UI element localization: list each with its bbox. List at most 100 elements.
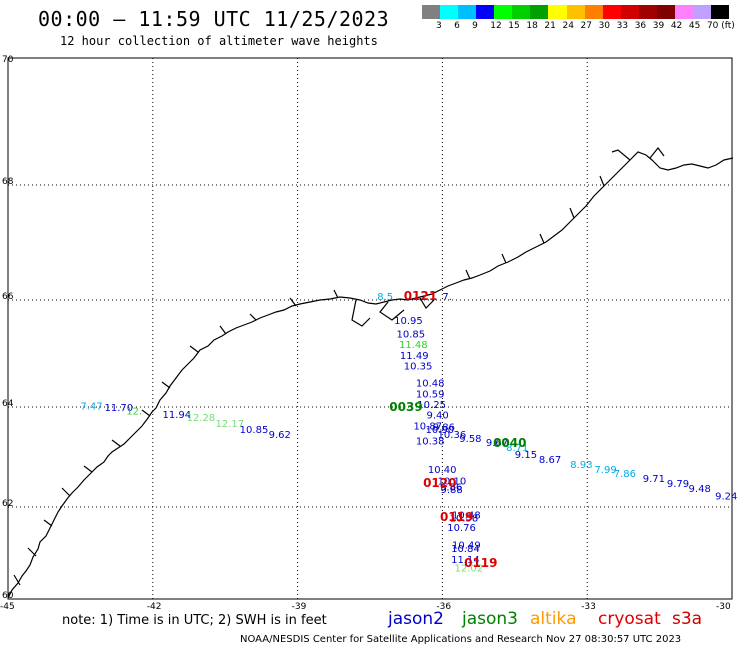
pass-time-label: 0121 bbox=[404, 289, 437, 303]
wave-height-value: 7.47 bbox=[80, 402, 102, 413]
wave-height-value: 9.79 bbox=[667, 479, 689, 490]
pass-time-label: 0040 bbox=[493, 436, 526, 450]
wave-height-value: 12.28 bbox=[187, 413, 216, 424]
color-scale-label: 6 bbox=[454, 21, 460, 31]
longitude-label: -36 bbox=[436, 602, 451, 612]
wave-height-value: 10.48 bbox=[416, 379, 445, 390]
pass-time-label: 0119 bbox=[440, 510, 473, 524]
wave-height-value: 10.87 bbox=[413, 422, 442, 433]
credit-line: NOAA/NESDIS Center for Satellite Applica… bbox=[240, 634, 682, 645]
page-subtitle: 12 hour collection of altimeter wave hei… bbox=[60, 34, 378, 48]
color-swatch bbox=[422, 5, 441, 19]
color-swatch bbox=[584, 5, 603, 19]
longitude-label: -42 bbox=[147, 602, 162, 612]
wave-height-value: 8.5 bbox=[377, 292, 393, 303]
color-swatch bbox=[674, 5, 693, 19]
color-scale-label: 39 bbox=[652, 21, 665, 31]
wave-height-value: 12. bbox=[126, 407, 142, 418]
latitude-label: 68 bbox=[2, 177, 14, 187]
map-frame bbox=[7, 57, 733, 600]
wave-height-value: 10.35 bbox=[404, 362, 433, 373]
wave-height-value: 10.25 bbox=[417, 400, 446, 411]
wave-height-value: 10.85 bbox=[397, 329, 426, 340]
wave-height-value: 12.17 bbox=[216, 419, 245, 430]
axis-tick-labels: 70 68 66 64 62 60-45 -42 -39 -36 -33 -30 bbox=[0, 55, 731, 612]
wave-height-value: 10.90 bbox=[426, 425, 455, 436]
wave-height-value: 9.67 bbox=[486, 438, 508, 449]
wave-height-value: 10.48 bbox=[452, 511, 481, 522]
wave-height-value: 10.36 bbox=[438, 430, 467, 441]
wave-height-value: 10.38 bbox=[416, 437, 445, 448]
wave-height-value: 11.48 bbox=[399, 340, 428, 351]
wave-height-value: 9.86 bbox=[440, 483, 462, 494]
color-scale-label: 3 bbox=[436, 21, 442, 31]
wave-height-value: 12.02 bbox=[454, 563, 483, 574]
color-scale-label: 45 bbox=[688, 21, 701, 31]
wave-height-value: 10.95 bbox=[394, 316, 423, 327]
color-swatch bbox=[692, 5, 711, 19]
color-scale-labels: 3 6 9 12 15 18 21 24 27 30 33 36 39 42 45 70 (ft) bbox=[422, 21, 735, 35]
color-swatch bbox=[566, 5, 585, 19]
wave-height-value: 8.93 bbox=[570, 460, 592, 471]
color-swatch bbox=[620, 5, 639, 19]
map-gridlines bbox=[8, 58, 732, 599]
greenland-coastline bbox=[7, 147, 734, 599]
wave-height-value: 10.10 bbox=[438, 477, 467, 488]
satellite-legend-altika: altika bbox=[530, 609, 577, 629]
pass-time-label: 0120 bbox=[423, 476, 456, 490]
wave-height-value: 10.49 bbox=[452, 540, 481, 551]
wave-height-value: 11.14 bbox=[451, 555, 480, 566]
wave-height-value: 10.84 bbox=[451, 544, 480, 555]
color-scale-label: 18 bbox=[526, 21, 538, 31]
color-scale-bar bbox=[422, 5, 730, 19]
pass-time-label: 0039 bbox=[389, 400, 422, 414]
wave-height-observations: 10.9510.8511.4811.4910.3510.4810.5910.25… bbox=[80, 292, 740, 574]
wave-height-value: 11.49 bbox=[400, 351, 429, 362]
satellite-legend-cryosat: cryosat bbox=[598, 609, 661, 629]
color-scale-label: 42 bbox=[670, 21, 683, 31]
color-scale-label: 36 bbox=[634, 21, 647, 31]
color-scale-label: 24 bbox=[562, 21, 574, 31]
wave-height-value: 7.99 bbox=[594, 465, 616, 476]
color-scale-label: 27 bbox=[580, 21, 592, 31]
wave-height-value: 8.67 bbox=[539, 455, 561, 466]
wave-height-value: 9.40 bbox=[426, 411, 448, 422]
color-swatch bbox=[476, 5, 495, 19]
latitude-label: 66 bbox=[2, 292, 14, 302]
wave-height-value: 8.71 bbox=[506, 443, 528, 454]
color-scale-label: 21 bbox=[544, 21, 556, 31]
wave-height-value: 10.76 bbox=[447, 523, 476, 534]
color-swatch bbox=[530, 5, 549, 19]
color-scale-label: 9 bbox=[472, 21, 478, 31]
wave-height-value: 10.58 bbox=[450, 514, 479, 525]
color-swatch bbox=[494, 5, 513, 19]
longitude-label: -45 bbox=[0, 602, 15, 612]
satellite-legend-jason3: jason3 bbox=[462, 609, 518, 629]
longitude-label: -33 bbox=[581, 602, 596, 612]
wave-height-value: 9.24 bbox=[715, 492, 737, 503]
satellite-legend-jason2: jason2 bbox=[388, 609, 444, 629]
color-swatch bbox=[458, 5, 477, 19]
color-swatch bbox=[512, 5, 531, 19]
color-swatch bbox=[638, 5, 657, 19]
latitude-label: 60 bbox=[2, 591, 14, 601]
coastline-path bbox=[7, 151, 734, 599]
color-scale-label: 12 bbox=[490, 21, 502, 31]
wave-height-value: 9.58 bbox=[459, 434, 481, 445]
wave-height-value: 10.85 bbox=[240, 425, 269, 436]
page-title: 00:00 – 11:59 UTC 11/25/2023 bbox=[38, 7, 390, 31]
color-swatch bbox=[440, 5, 459, 19]
color-scale-label: 33 bbox=[616, 21, 629, 31]
color-swatch bbox=[656, 5, 675, 19]
wave-height-value: 9.48 bbox=[689, 484, 711, 495]
wave-height-value: 9.86 bbox=[433, 423, 455, 434]
color-swatch bbox=[602, 5, 621, 19]
latitude-label: 64 bbox=[2, 399, 14, 409]
color-scale-label: 15 bbox=[508, 21, 520, 31]
color-scale-label: 30 bbox=[598, 21, 611, 31]
pass-time-labels: 0039 0040 0120 0119 0119 0121 bbox=[389, 289, 526, 570]
color-swatch bbox=[711, 5, 730, 19]
wave-height-value: 10.59 bbox=[416, 389, 445, 400]
wave-height-value: 9.15 bbox=[515, 450, 537, 461]
